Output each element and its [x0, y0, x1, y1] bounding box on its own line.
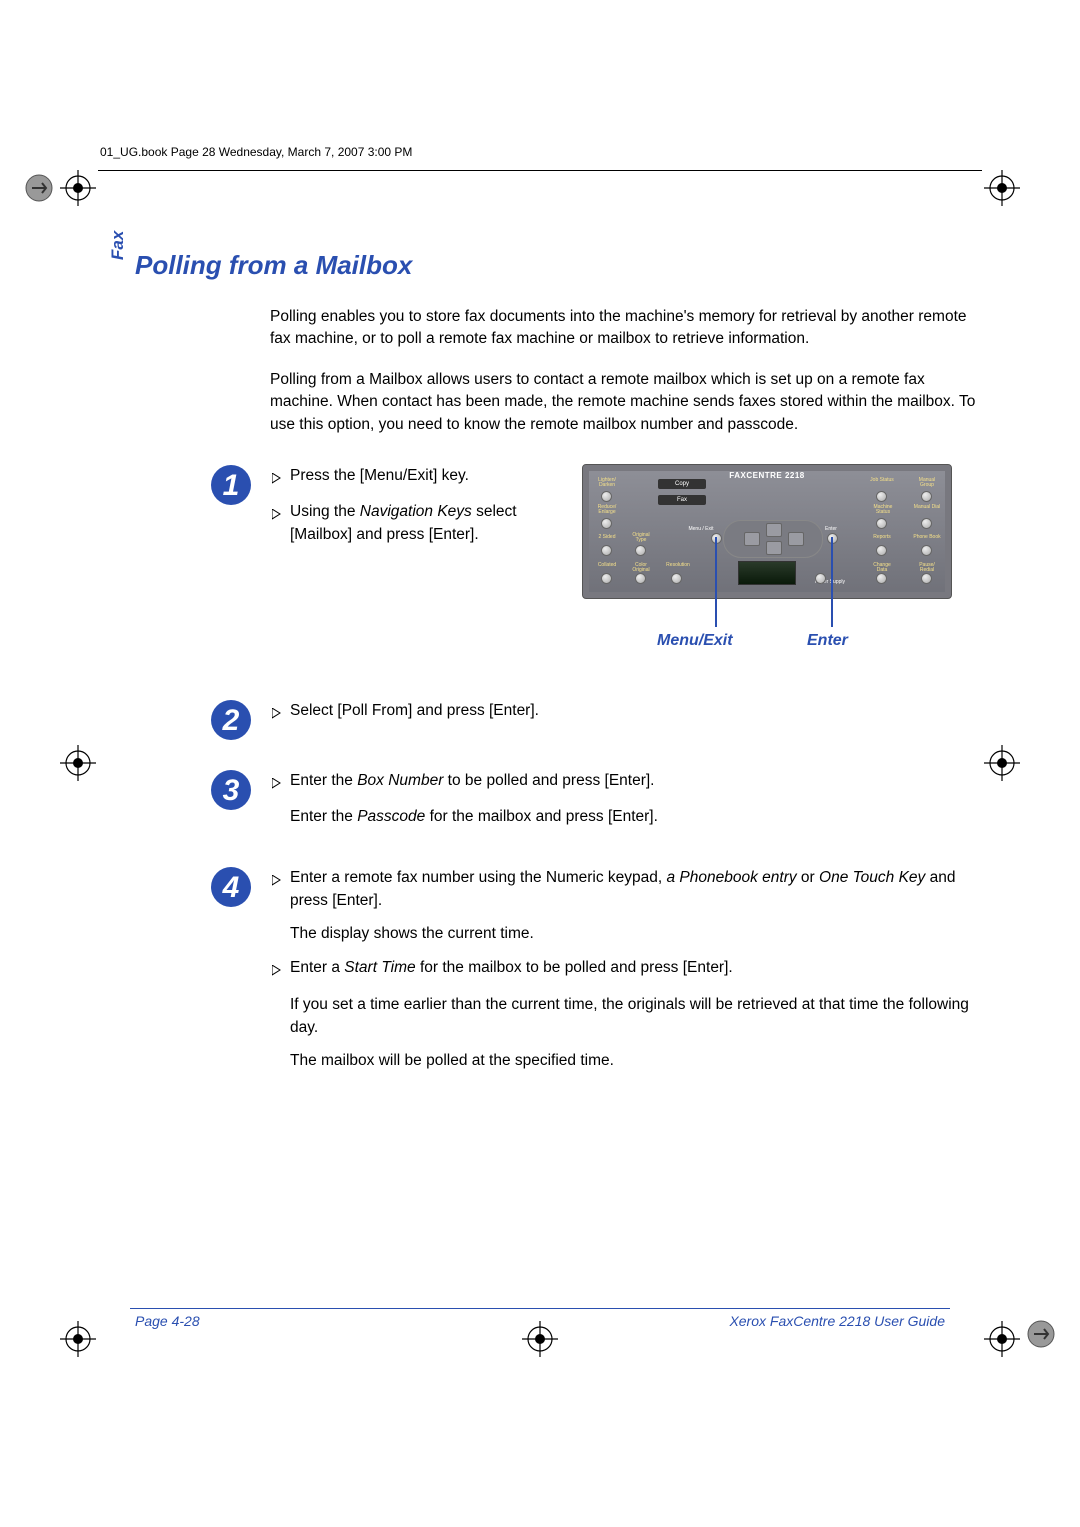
crop-mark-icon: [60, 1321, 96, 1357]
bullet-icon: [272, 870, 282, 913]
step-number-icon: 3: [210, 769, 252, 811]
step-text: The mailbox will be polled at the specif…: [290, 1049, 980, 1072]
page-title: Polling from a Mailbox: [135, 250, 980, 281]
step-text: Press the [Menu/Exit] key.: [290, 464, 469, 491]
menu-exit-key: [711, 533, 722, 544]
lcd-screen: [738, 561, 796, 585]
enter-key: [827, 533, 838, 544]
nav-cluster: [723, 520, 823, 558]
callout-menu-exit: Menu/Exit: [657, 629, 733, 653]
control-panel-image: FAXCENTRE 2218 Copy Fax Lighten/ Darken …: [582, 464, 952, 599]
step-number-icon: 4: [210, 866, 252, 908]
svg-text:1: 1: [223, 469, 240, 502]
step-number-icon: 1: [210, 464, 252, 506]
crop-mark-icon: [60, 170, 96, 206]
intro-paragraph: Polling enables you to store fax documen…: [270, 306, 980, 351]
step-text: The display shows the current time.: [290, 922, 980, 945]
step-text: Select [Poll From] and press [Enter].: [290, 699, 539, 726]
step-text: If you set a time earlier than the curre…: [290, 993, 980, 1040]
panel-title: FAXCENTRE 2218: [729, 470, 804, 482]
step-number-icon: 2: [210, 699, 252, 741]
svg-text:4: 4: [222, 871, 240, 904]
footer-page: Page 4-28: [135, 1313, 200, 1329]
step-text: Enter a remote fax number using the Nume…: [290, 866, 980, 913]
bullet-icon: [272, 703, 282, 726]
arrow-icon: [1026, 1316, 1056, 1357]
svg-text:2: 2: [222, 704, 240, 737]
step-text: Enter a Start Time for the mailbox to be…: [290, 956, 733, 983]
step-text: Using the Navigation Keys select [Mailbo…: [290, 500, 582, 547]
bullet-icon: [272, 504, 282, 547]
step-4: 4 Enter a remote fax number using the Nu…: [210, 866, 980, 1083]
divider: [98, 170, 982, 171]
step-3: 3 Enter the Box Number to be polled and …: [210, 769, 980, 838]
crop-mark-icon: [60, 745, 96, 781]
copy-button: Copy: [658, 479, 706, 489]
bullet-icon: [272, 960, 282, 983]
crop-mark-icon: [984, 745, 1020, 781]
arrow-icon: [24, 170, 54, 211]
footer-divider: [130, 1308, 950, 1309]
bullet-icon: [272, 773, 282, 796]
callout-enter: Enter: [807, 629, 848, 653]
section-tab: Fax: [108, 231, 128, 260]
crop-mark-icon: [984, 1321, 1020, 1357]
running-header: 01_UG.book Page 28 Wednesday, March 7, 2…: [100, 145, 412, 159]
bullet-icon: [272, 468, 282, 491]
step-1: 1 Press the [Menu/Exit] key. Using the N…: [210, 464, 980, 639]
crop-mark-icon: [984, 170, 1020, 206]
crop-mark-icon: [522, 1321, 558, 1357]
step-text: Enter the Passcode for the mailbox and p…: [290, 805, 980, 828]
fax-button: Fax: [658, 495, 706, 505]
footer-guide: Xerox FaxCentre 2218 User Guide: [729, 1313, 945, 1329]
intro-paragraph: Polling from a Mailbox allows users to c…: [270, 369, 980, 436]
svg-text:3: 3: [223, 774, 240, 807]
step-2: 2 Select [Poll From] and press [Enter].: [210, 699, 980, 741]
step-text: Enter the Box Number to be polled and pr…: [290, 769, 654, 796]
